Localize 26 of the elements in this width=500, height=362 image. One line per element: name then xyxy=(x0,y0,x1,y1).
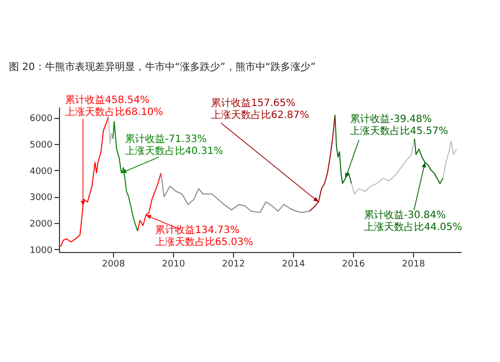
line-series xyxy=(160,172,310,213)
y-tick-label: 1000 xyxy=(30,246,53,256)
annotation: 累计收益-71.33% 上涨天数占比40.31% xyxy=(125,133,224,157)
line-series xyxy=(442,140,457,179)
annotation: 累计收益157.65% 上涨天数占比62.87% xyxy=(211,97,310,121)
line-series xyxy=(334,114,352,184)
y-tick-label: 3000 xyxy=(30,193,53,204)
line-series xyxy=(351,138,415,194)
annotation: 累计收益-39.48% 上涨天数占比45.57% xyxy=(350,113,448,137)
annotation: 累计收益458.54% 上涨天数占比68.10% xyxy=(65,94,164,118)
line-series xyxy=(414,138,444,184)
annotation: 累计收益-30.84% 上涨天数占比44.05% xyxy=(364,209,462,233)
line-series xyxy=(108,116,114,144)
x-tick-label: 2010 xyxy=(162,260,186,270)
y-tick-label: 2000 xyxy=(30,220,53,230)
x-tick-label: 2008 xyxy=(102,260,126,270)
y-tick-label: 6000 xyxy=(30,114,53,124)
line-series xyxy=(60,116,109,248)
x-tick-label: 2014 xyxy=(282,260,306,270)
x-tick-label: 2018 xyxy=(402,260,426,270)
chart-title: 图 20：牛熊市表现差异明显，牛市中“涨多跌少”，熊市中“跌多涨少” xyxy=(9,61,316,73)
x-tick-label: 2012 xyxy=(222,260,245,270)
annotation: 累计收益134.73% 上涨天数占比65.03% xyxy=(155,224,254,248)
y-tick-label: 4000 xyxy=(30,166,53,177)
y-tick-label: 5000 xyxy=(30,140,53,150)
x-tick-label: 2016 xyxy=(342,260,366,270)
